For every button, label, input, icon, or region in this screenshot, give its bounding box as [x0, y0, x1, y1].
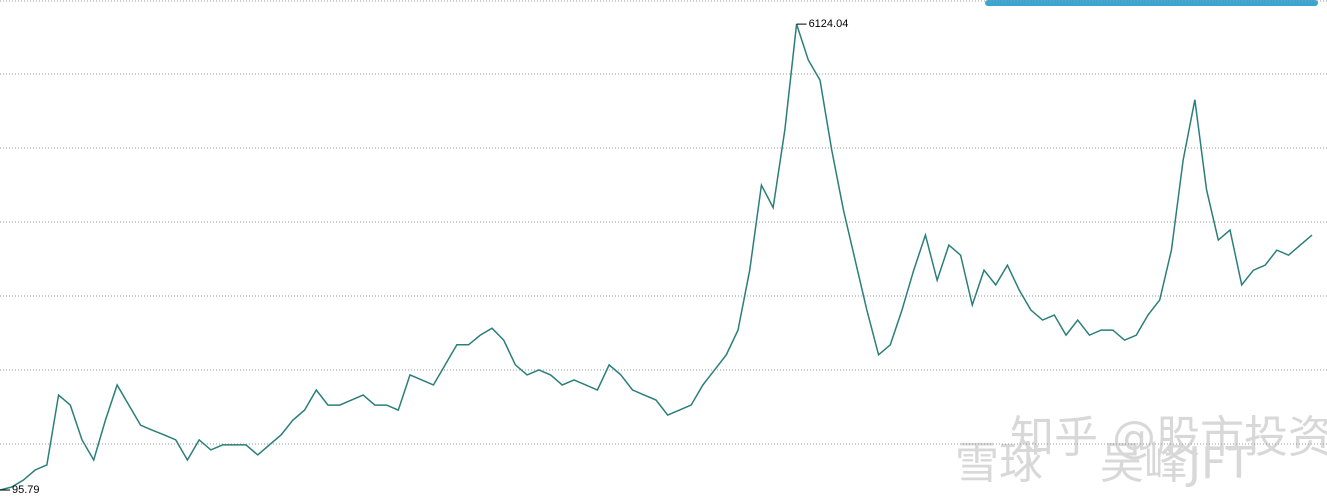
price-line — [0, 23, 1313, 491]
watermark: 知乎 @股市投资 — [1010, 412, 1327, 463]
watermark: 吴峰JFT — [1100, 438, 1253, 489]
watermark: 雪球 — [955, 438, 1043, 489]
header-bar — [985, 0, 1318, 6]
annotation-label: 95.79 — [12, 484, 40, 496]
annotation-label: 6124.04 — [809, 18, 849, 30]
